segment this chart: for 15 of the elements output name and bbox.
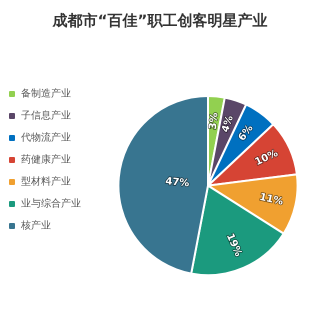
data-label: 6% [236, 123, 256, 144]
legend-label: 核产业 [20, 220, 51, 232]
data-label: 11% [258, 192, 284, 208]
legend-label: 代物流产业 [20, 132, 71, 144]
chart-title: 成都市“百佳”职工创客明星产业 [52, 12, 268, 30]
data-label: 3% [208, 112, 220, 130]
legend-label: 子信息产业 [21, 110, 71, 122]
legend-label: 业与综合产业 [21, 198, 81, 210]
legend-label: 备制造产业 [21, 88, 71, 100]
legend-label: 型材料产业 [21, 176, 71, 188]
data-label: 10% [253, 148, 280, 168]
data-label: 47% [164, 176, 190, 190]
legend-label: 药健康产业 [21, 154, 71, 166]
data-label: 4% [220, 114, 236, 134]
data-label: 19% [224, 232, 244, 258]
